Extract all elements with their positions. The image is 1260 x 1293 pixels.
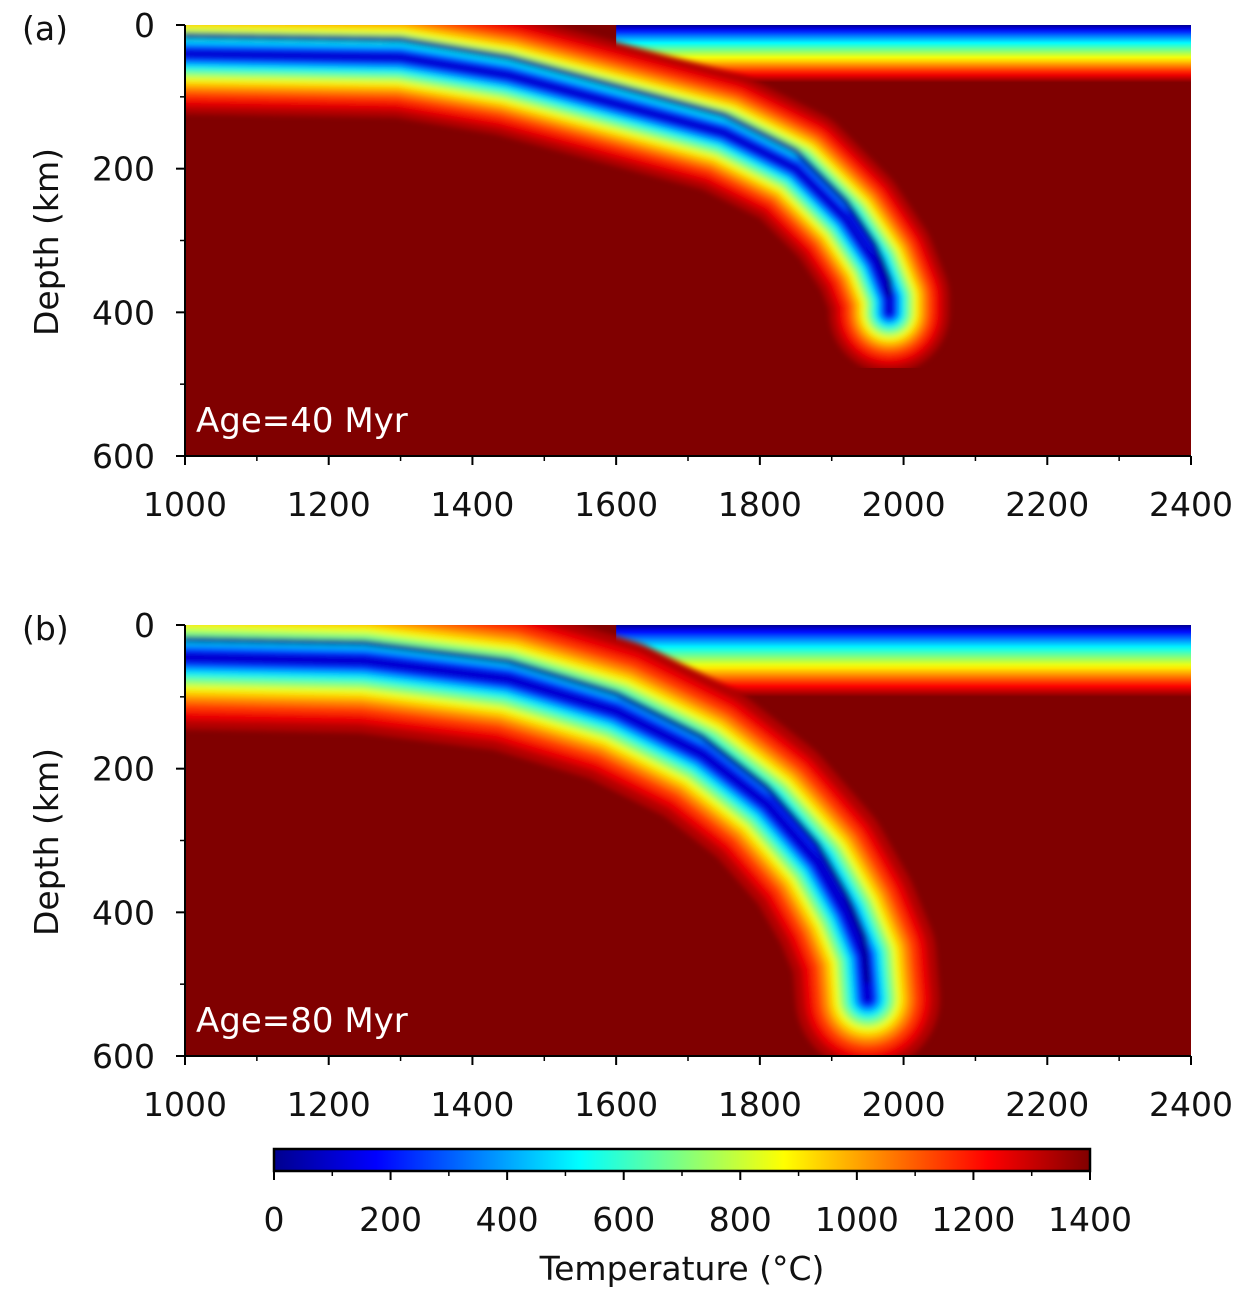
axes-b: 1000 1200 1400 1600 1800 2000 2200 2400 0 200 400 6…: [92, 606, 1233, 1124]
colorbar-ticks: 0 200 400 600 800 1000 1200 1400: [264, 1171, 1132, 1239]
y-tick-label: 0: [134, 606, 155, 645]
colorbar: 0 200 400 600 800 1000 1200 1400 Temperature (°…: [264, 1147, 1132, 1288]
x-tick-label: 1000: [143, 1085, 227, 1124]
slab-isotherm-11: [185, 652, 873, 1004]
x-tick-label: 2200: [1005, 485, 1089, 524]
x-tick-label: 1200: [287, 1085, 371, 1124]
panel-label-a: (a): [22, 9, 68, 48]
colorbar-tick-label: 800: [709, 1200, 772, 1239]
colorbar-tick-label: 0: [264, 1200, 285, 1239]
x-tick-label: 1400: [430, 485, 514, 524]
age-annotation-a: Age=40 Myr: [196, 401, 408, 441]
colorbar-title: Temperature (°C): [539, 1249, 825, 1288]
x-tick-label: 1600: [574, 1085, 658, 1124]
y-axis-title-a: Depth (km): [27, 148, 66, 336]
slab-cold-core: [185, 32, 893, 298]
y-tick-label: 0: [134, 6, 155, 45]
heatmap-plot-a: [185, 25, 1191, 456]
slab-cold-core: [185, 636, 871, 984]
colorbar-tick-label: 400: [476, 1200, 539, 1239]
y-tick-label: 600: [92, 1037, 155, 1076]
x-tick-label: 1400: [430, 1085, 514, 1124]
x-tick-label: 2000: [862, 485, 946, 524]
colorbar-tick-label: 1200: [931, 1200, 1015, 1239]
subducting-slab: [185, 625, 940, 1056]
colorbar-tick-label: 1400: [1048, 1200, 1132, 1239]
panel-b: (b) 1000 1200 1400 1600 1800 2000 2200 2400 0 200…: [22, 606, 1233, 1124]
colorbar-tick-label: 600: [592, 1200, 655, 1239]
colorbar-tick-label: 1000: [815, 1200, 899, 1239]
x-tick-label: 2400: [1149, 485, 1233, 524]
x-tick-label: 2000: [862, 1085, 946, 1124]
x-tick-label: 1000: [143, 485, 227, 524]
x-tick-label: 2400: [1149, 1085, 1233, 1124]
y-tick-label: 200: [92, 150, 155, 189]
x-tick-label: 1600: [574, 485, 658, 524]
x-tick-label: 1200: [287, 485, 371, 524]
axes-a: 1000 1200 1400 1600 1800 2000 2200 2400 0 200 400 6…: [92, 6, 1233, 524]
y-tick-label: 400: [92, 293, 155, 332]
y-tick-label: 600: [92, 437, 155, 476]
colorbar-gradient: [272, 1147, 1092, 1173]
age-annotation-b: Age=80 Myr: [196, 1001, 408, 1041]
panel-a: (a) 1000 1200 1400 1600 1800 2000 2200 2400 0 200…: [22, 6, 1233, 524]
subducting-slab: [185, 25, 950, 373]
x-tick-label: 2200: [1005, 1085, 1089, 1124]
panel-label-b: (b): [22, 609, 69, 648]
y-axis-title-b: Depth (km): [27, 748, 66, 936]
colorbar-tick-label: 200: [359, 1200, 422, 1239]
slab-isotherm-11: [185, 49, 894, 317]
x-tick-label: 1800: [718, 485, 802, 524]
heatmap-plot-b: [185, 625, 1191, 1056]
y-tick-label: 200: [92, 750, 155, 789]
y-tick-label: 400: [92, 893, 155, 932]
x-tick-label: 1800: [718, 1085, 802, 1124]
